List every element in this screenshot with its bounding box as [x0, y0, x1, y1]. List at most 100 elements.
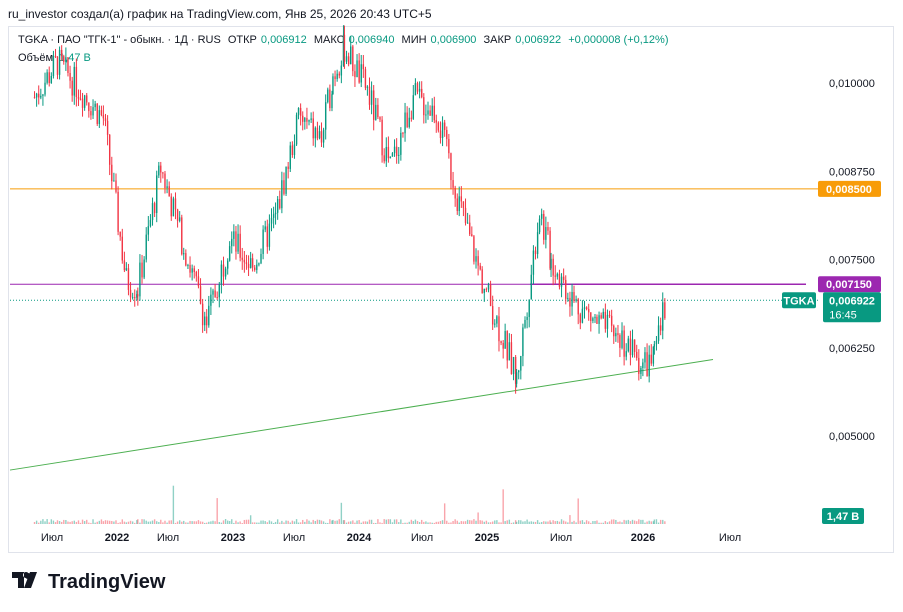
candle-body	[158, 165, 160, 176]
candle-body	[456, 198, 458, 211]
volume-bar	[295, 519, 298, 524]
volume-bar	[208, 521, 210, 524]
symbol-title[interactable]: TGKA · ПАО "ТГК-1" - обыкн. · 1Д · RUS	[18, 34, 221, 46]
candle-body	[550, 258, 552, 269]
candle-body	[42, 94, 44, 96]
volume-bar	[241, 522, 243, 524]
volume-bar	[249, 515, 252, 524]
volume-label: Объём	[18, 52, 54, 64]
candle-body	[412, 95, 415, 119]
volume-bar	[178, 520, 181, 524]
candle-body	[410, 117, 413, 119]
candle-body	[113, 180, 115, 182]
volume-bar	[567, 522, 569, 524]
change-value: +0,000008 (+0,12%)	[568, 34, 669, 46]
volume-bar	[289, 522, 291, 524]
volume-bar	[42, 519, 44, 524]
volume-bar	[147, 521, 150, 524]
candle-body	[368, 86, 371, 105]
candle-body	[308, 119, 310, 122]
volume-bar	[491, 521, 494, 524]
candle-body	[502, 342, 504, 349]
open-value: 0,006912	[260, 34, 307, 46]
candle-body	[479, 265, 481, 270]
tradingview-logo-icon	[12, 571, 42, 594]
candle-body	[485, 288, 488, 290]
volume-bar	[145, 520, 147, 524]
volume-bar	[176, 521, 179, 524]
volume-bar	[372, 522, 375, 524]
candle-body	[427, 110, 429, 115]
volume-bar	[306, 519, 308, 524]
candle-body	[452, 180, 454, 188]
candle-body	[431, 105, 433, 116]
volume-bar	[368, 519, 371, 524]
volume-bar	[141, 519, 143, 524]
volume-bar	[366, 521, 369, 524]
candle-body	[58, 49, 61, 75]
candle-body	[540, 213, 543, 219]
candle-body	[77, 96, 80, 99]
candle-body	[494, 323, 496, 325]
candle-body	[524, 319, 526, 328]
tradingview-logo[interactable]: TradingView	[12, 571, 165, 594]
volume-bar	[498, 522, 500, 524]
candle-body	[327, 89, 329, 103]
candle-body	[224, 268, 227, 277]
volume-bar	[562, 520, 565, 524]
x-tick-label: 2026	[631, 532, 655, 544]
volume-bar	[585, 520, 588, 524]
volume-bar	[477, 512, 479, 524]
volume-bar	[77, 520, 80, 524]
volume-bar	[596, 520, 598, 524]
candle-body	[659, 325, 662, 331]
volume-bar	[617, 521, 619, 524]
candle-body	[629, 338, 632, 356]
volume-bar	[139, 522, 141, 524]
volume-bar	[528, 521, 530, 524]
candle-body	[342, 34, 345, 66]
candle-body	[577, 299, 579, 315]
candle-body	[121, 236, 123, 261]
candle-body	[481, 269, 483, 294]
candle-body	[439, 130, 442, 138]
volume-bar	[224, 519, 227, 524]
candle-body	[60, 49, 63, 57]
volume-bar	[73, 520, 75, 524]
volume-bar	[441, 520, 444, 524]
candle-body	[189, 265, 191, 273]
candle-body	[279, 199, 281, 209]
volume-bar	[214, 521, 216, 524]
volume-bar	[195, 521, 198, 524]
volume-bar	[550, 522, 552, 524]
candle-body	[312, 118, 314, 139]
candle-body	[281, 180, 283, 209]
volume-bar	[608, 521, 611, 524]
candle-body	[473, 236, 475, 262]
candle-body	[512, 356, 515, 375]
volume-bar	[218, 522, 220, 524]
last-price-time: 16:45	[829, 309, 857, 321]
volume-bar	[454, 519, 456, 524]
volume-bar	[56, 520, 59, 524]
candle-body	[119, 231, 121, 237]
candle-body	[201, 303, 204, 326]
candle-body	[596, 316, 598, 324]
volume-bar	[648, 520, 650, 524]
volume-bar	[629, 521, 632, 524]
volume-bar	[239, 521, 241, 524]
candle-body	[387, 146, 390, 159]
candle-body	[46, 72, 48, 83]
candle-body	[395, 146, 398, 156]
candle-body	[199, 286, 202, 304]
volume-bar	[354, 522, 356, 524]
volume-bar	[552, 520, 554, 524]
candle-body	[108, 134, 111, 165]
volume-bar	[254, 522, 256, 524]
volume-bar	[518, 520, 520, 524]
candle-body	[231, 238, 233, 247]
volume-bar	[370, 519, 373, 524]
volume-bar	[197, 520, 200, 524]
volume-bar	[228, 521, 231, 524]
